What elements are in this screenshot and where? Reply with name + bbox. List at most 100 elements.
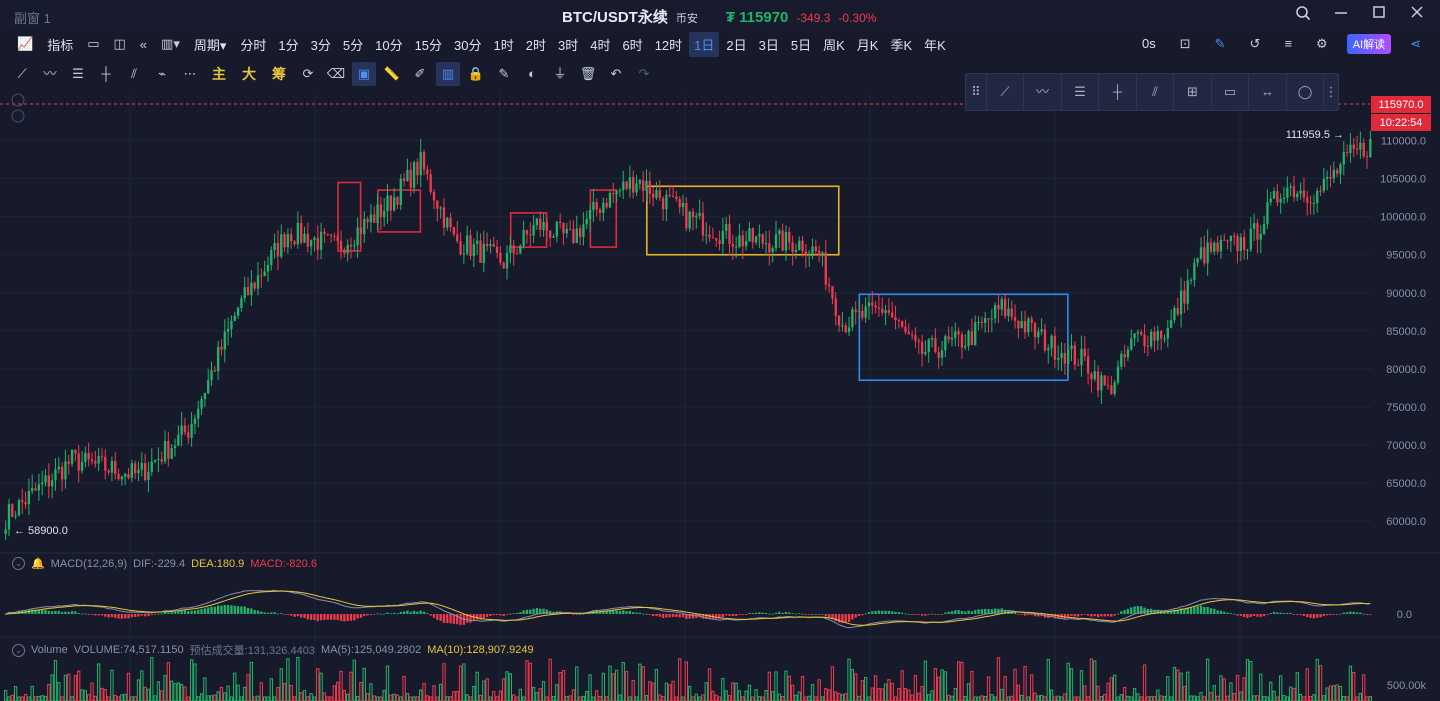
fib-icon[interactable]: ☰ (72, 66, 84, 81)
macd-bar (917, 614, 920, 615)
interval-11[interactable]: 6时 (622, 37, 643, 53)
interval-16[interactable]: 5日 (790, 37, 812, 53)
macd-bar (396, 613, 399, 615)
float-crosshair-icon[interactable]: ⊞ (1174, 74, 1212, 110)
parallel-channel-icon[interactable]: ⫽ (131, 66, 137, 81)
interval-9[interactable]: 3时 (557, 37, 579, 53)
interval-4[interactable]: 10分 (375, 37, 403, 53)
magnet-icon[interactable]: ▣ (352, 62, 376, 86)
ai-analysis-button[interactable]: AI解读 (1346, 33, 1392, 54)
list-icon[interactable]: ≡ (1284, 36, 1293, 51)
float-hline-icon[interactable]: ┼ (1099, 74, 1137, 110)
candle-body (466, 235, 469, 254)
macd-bar (223, 604, 226, 614)
search-icon[interactable] (1294, 5, 1312, 23)
macd-bar (495, 614, 499, 615)
interval-15[interactable]: 3日 (758, 37, 779, 53)
sync-icon[interactable]: ⟳ (302, 66, 314, 81)
collapse-icon[interactable]: ⌄ (12, 643, 25, 657)
lock-icon[interactable]: 🔒 (467, 66, 485, 81)
note-icon[interactable]: ✎ (498, 66, 510, 81)
interval-18[interactable]: 月K (856, 37, 879, 53)
trendline-icon[interactable]: ⟋ (17, 66, 27, 81)
interval-7[interactable]: 1时 (493, 37, 514, 53)
ruler-icon[interactable]: 📏 (383, 66, 401, 81)
filter-icon[interactable]: ⏚ (553, 66, 567, 81)
float-fib-icon[interactable]: ☰ (1062, 74, 1100, 110)
brush-icon[interactable]: ⌁ (158, 66, 166, 81)
interval-20[interactable]: 年K (924, 37, 946, 53)
undo-draw-icon[interactable]: ↺ (1249, 35, 1261, 51)
candle-body (791, 242, 794, 252)
split-icon[interactable]: ◫ (113, 36, 126, 51)
candle-body (439, 207, 442, 209)
indicator-icon[interactable]: 📈 (17, 36, 34, 51)
interval-5[interactable]: 15分 (414, 37, 443, 53)
interval-10[interactable]: 4时 (590, 37, 611, 53)
interval-17[interactable]: 周K (823, 37, 845, 53)
camera-icon[interactable]: ⊡ (1179, 35, 1191, 51)
eraser-icon[interactable]: ⌫ (326, 66, 346, 81)
candle-body (781, 230, 784, 251)
float-wave-icon[interactable]: 〰 (1024, 74, 1062, 110)
float-more-icon[interactable]: ⋮ (1324, 84, 1338, 99)
horizontal-line-icon[interactable]: ┼ (101, 66, 111, 81)
period-dropdown[interactable]: 周期▾ (193, 37, 227, 53)
collapse-icon[interactable]: ⌄ (12, 557, 25, 570)
macd-bar (402, 611, 406, 614)
symbol-name[interactable]: BTC/USDT永续 (562, 9, 668, 26)
exchange-name: 币安 (675, 13, 698, 25)
big-order-button[interactable]: 大 (242, 66, 256, 82)
interval-2[interactable]: 3分 (310, 37, 331, 53)
interval-12[interactable]: 12时 (654, 37, 683, 53)
volume-bar (933, 668, 938, 701)
chart-type-icon[interactable]: ▥▾ (161, 36, 180, 51)
close-icon[interactable] (1408, 5, 1426, 23)
layout-icon[interactable]: ▭ (87, 36, 100, 51)
gear-icon[interactable]: ⚙ (1316, 35, 1328, 51)
interval-1[interactable]: 1分 (278, 37, 299, 53)
macd-bar (990, 609, 993, 614)
macd-bar (1023, 614, 1027, 616)
interval-14[interactable]: 2日 (726, 37, 747, 53)
volume-bar (913, 674, 918, 701)
redo-icon[interactable]: ↷ (638, 66, 650, 81)
edit-icon[interactable]: ✐ (414, 66, 426, 81)
main-force-button[interactable]: 主 (212, 66, 226, 82)
minimize-icon[interactable] (1332, 5, 1350, 23)
interval-19[interactable]: 季K (890, 37, 913, 53)
float-channel-icon[interactable]: ⫽ (1137, 74, 1175, 110)
drag-handle-icon[interactable]: ⠿ (966, 74, 987, 110)
share-icon[interactable]: ⋖ (1410, 35, 1421, 51)
float-line-icon[interactable]: ⟋ (987, 74, 1025, 110)
interval-8[interactable]: 2时 (525, 37, 546, 53)
undo-icon[interactable]: ↶ (610, 66, 622, 81)
interval-0[interactable]: 分时 (240, 37, 267, 53)
float-range-icon[interactable]: ↔ (1249, 74, 1287, 110)
candle-body (1266, 202, 1269, 225)
float-ellipse-icon[interactable]: ◯ (1287, 74, 1325, 110)
interval-3[interactable]: 5分 (342, 37, 364, 53)
macd-bar (280, 613, 283, 614)
candle-mode-icon[interactable]: ▥ (436, 62, 460, 86)
maximize-icon[interactable] (1370, 5, 1388, 23)
candle-body (655, 190, 658, 198)
chip-button[interactable]: 筹 (272, 66, 286, 82)
macd-bar (356, 614, 359, 619)
rewind-icon[interactable]: « (139, 36, 148, 52)
candle-body (632, 177, 635, 193)
bell-icon[interactable]: 🔔 (31, 558, 45, 570)
interval-13[interactable]: 1日 (689, 31, 720, 57)
wave-icon[interactable]: 〰 (43, 66, 57, 81)
float-rect-icon[interactable]: ▭ (1212, 74, 1250, 110)
pen-icon[interactable]: ✎ (1214, 35, 1226, 51)
interval-6[interactable]: 30分 (454, 37, 482, 53)
macd-bar (622, 610, 625, 614)
volume-bar (166, 662, 171, 701)
palette-icon[interactable]: ◐ (528, 66, 536, 81)
more-icon[interactable]: ⋯ (183, 66, 197, 81)
trash-icon[interactable]: 🗑 (579, 66, 597, 81)
indicator-button[interactable]: 指标 (47, 37, 74, 53)
candle-body (7, 504, 11, 530)
